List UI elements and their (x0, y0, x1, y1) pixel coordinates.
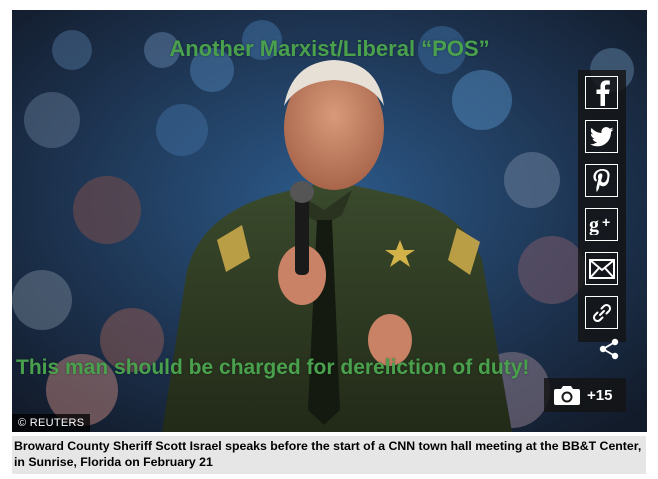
facebook-icon (596, 79, 610, 106)
link-icon (592, 303, 611, 322)
camera-icon (554, 386, 580, 405)
photo-image (12, 10, 647, 432)
article-photo[interactable]: Another Marxist/Liberal “POS” This man s… (12, 10, 647, 432)
share-icon[interactable] (598, 338, 620, 360)
pinterest-icon (592, 168, 610, 192)
facebook-share-button[interactable] (585, 76, 618, 109)
twitter-icon (589, 126, 613, 146)
google-plus-icon: g + (589, 215, 610, 235)
overlay-caption-top: Another Marxist/Liberal “POS” (169, 36, 490, 61)
google-plus-share-button[interactable]: g + (585, 208, 618, 241)
photo-credit: © REUTERS (12, 414, 91, 432)
email-share-button[interactable] (585, 252, 618, 285)
svg-text:+: + (602, 215, 610, 230)
photo-caption: Broward County Sheriff Scott Israel spea… (12, 436, 646, 474)
photo-gallery-button[interactable]: +15 (544, 378, 626, 412)
overlay-caption-bottom: This man should be charged for derelicti… (16, 356, 530, 379)
link-share-button[interactable] (585, 296, 618, 329)
gallery-count: +15 (587, 386, 613, 404)
mail-icon (588, 258, 615, 279)
pinterest-share-button[interactable] (585, 164, 618, 197)
twitter-share-button[interactable] (585, 120, 618, 153)
svg-text:g: g (589, 215, 599, 235)
share-panel: g + (578, 70, 626, 342)
